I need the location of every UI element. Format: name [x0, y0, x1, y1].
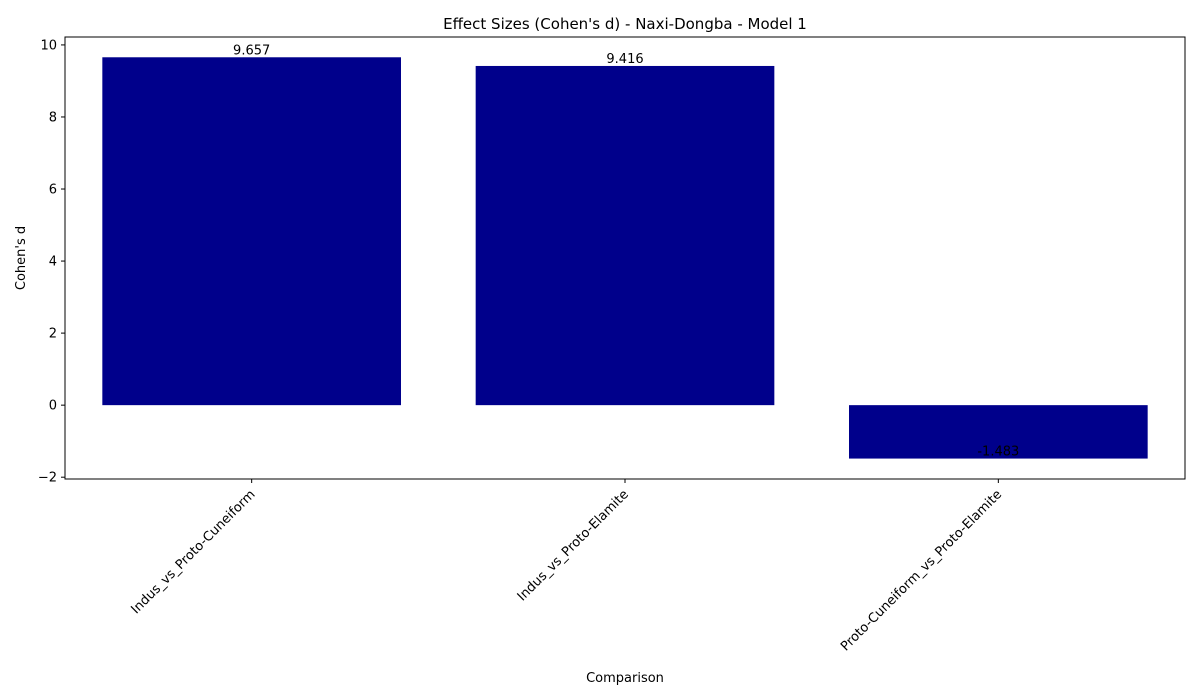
y-tick-label: 8	[49, 110, 57, 125]
bar-3	[849, 405, 1148, 459]
y-tick-label: 6	[49, 183, 57, 198]
bar-1	[102, 57, 401, 406]
y-axis-label: Cohen's d	[14, 226, 29, 290]
bar-2	[475, 65, 775, 406]
y-tick-label: 10	[40, 38, 57, 53]
data-label-1: 9.657	[233, 43, 270, 58]
x-tick-label: Indus_vs_Proto-Cuneiform	[128, 487, 258, 617]
x-tick-label: Proto-Cuneiform_vs_Proto-Elamite	[838, 487, 1005, 654]
y-tick-label: 2	[49, 327, 57, 342]
chart-title: Effect Sizes (Cohen's d) - Naxi-Dongba -…	[443, 15, 807, 33]
y-tick-label: −2	[38, 471, 57, 486]
data-label-3: -1.483	[977, 445, 1019, 460]
data-label-2: 9.416	[606, 52, 643, 67]
x-axis-label: Comparison	[586, 671, 664, 686]
plot-area: −2 0 2 4 6 8 10 Indus_vs_Proto-Cuneiform Indus_v…	[38, 36, 1186, 654]
x-tick-label: Indus_vs_Proto-Elamite	[515, 487, 632, 604]
y-tick-label: 0	[49, 399, 57, 414]
y-tick-label: 4	[49, 255, 57, 270]
